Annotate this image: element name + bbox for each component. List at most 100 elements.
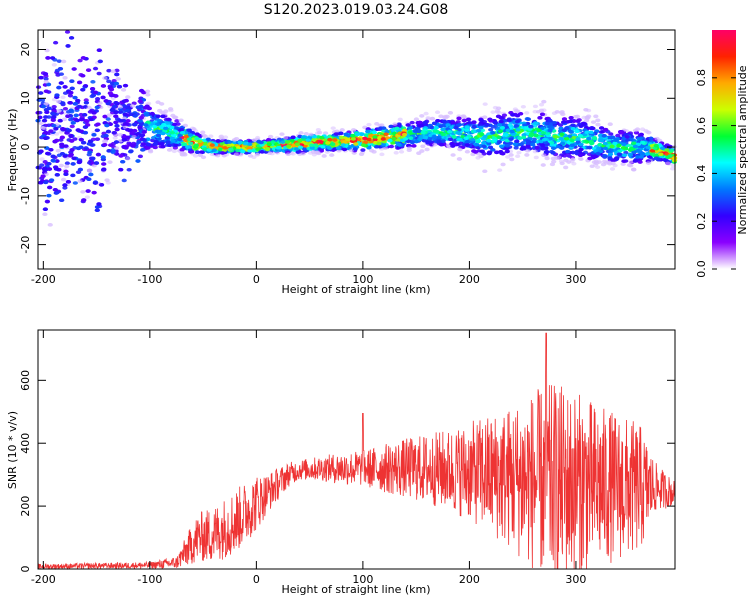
heatmap-cell	[541, 99, 547, 104]
heatmap-cell	[70, 173, 76, 178]
heatmap-cell	[62, 76, 68, 80]
heatmap-cell	[311, 134, 318, 139]
heatmap-cell	[70, 162, 76, 166]
heatmap-cell	[432, 129, 438, 133]
heatmap-cell	[48, 129, 54, 133]
heatmap-cell	[558, 123, 564, 127]
heatmap-cell	[329, 153, 335, 157]
heatmap-cell	[549, 162, 556, 167]
heatmap-cell	[68, 90, 74, 95]
heatmap-cell	[504, 149, 510, 154]
heatmap-cell	[125, 119, 131, 123]
heatmap-cell	[593, 159, 599, 164]
heatmap-cell	[577, 134, 584, 138]
heatmap-cell	[114, 146, 120, 150]
heatmap-cell	[104, 123, 110, 128]
heatmap-cell	[130, 143, 136, 148]
heatmap-cell	[608, 132, 614, 136]
heatmap-cell	[379, 123, 385, 127]
heatmap-cell	[486, 139, 492, 143]
heatmap-cell	[80, 190, 86, 194]
heatmap-cell	[499, 125, 506, 130]
heatmap-cell	[540, 143, 546, 148]
heatmap-cell	[41, 167, 48, 172]
heatmap-cell	[670, 163, 676, 168]
heatmap-cell	[603, 127, 609, 132]
spectrogram-cells	[35, 30, 678, 227]
heatmap-cell	[339, 128, 345, 132]
heatmap-cell	[330, 126, 336, 130]
heatmap-cell	[461, 114, 467, 118]
heatmap-cell	[614, 156, 620, 160]
heatmap-cell	[82, 125, 89, 129]
heatmap-cell	[564, 126, 570, 130]
heatmap-cell	[388, 144, 395, 149]
heatmap-cell	[440, 139, 446, 144]
heatmap-cell	[649, 152, 655, 157]
heatmap-cell	[310, 150, 316, 154]
heatmap-cell	[450, 153, 456, 157]
heatmap-cell	[506, 118, 512, 122]
heatmap-cell	[418, 123, 425, 128]
heatmap-cell	[59, 142, 65, 147]
heatmap-cell	[50, 118, 56, 122]
heatmap-cell	[586, 114, 592, 119]
heatmap-cell	[578, 124, 584, 128]
figure-title: S120.2023.019.03.24.G08	[264, 2, 449, 18]
heatmap-cell	[615, 133, 621, 138]
heatmap-cell	[65, 114, 71, 118]
heatmap-cell	[139, 88, 145, 93]
heatmap-cell	[132, 114, 138, 118]
heatmap-cell	[191, 127, 197, 131]
heatmap-cell	[83, 98, 89, 102]
heatmap-cell	[103, 133, 109, 138]
heatmap-cell	[141, 138, 147, 142]
heatmap-cell	[482, 169, 488, 174]
heatmap-cell	[496, 135, 502, 140]
heatmap-cell	[402, 128, 408, 133]
heatmap-cell	[38, 121, 44, 125]
heatmap-cell	[284, 140, 291, 144]
heatmap-cell	[48, 147, 54, 152]
heatmap-cell	[381, 139, 387, 144]
heatmap-cell	[75, 98, 81, 103]
heatmap-cell	[405, 123, 411, 127]
heatmap-cell	[436, 139, 442, 144]
heatmap-cell	[635, 148, 641, 153]
heatmap-cell	[498, 119, 504, 124]
heatmap-cell	[82, 130, 89, 135]
heatmap-cell	[68, 152, 74, 157]
heatmap-cell	[514, 113, 521, 118]
heatmap-cell	[409, 120, 415, 125]
heatmap-cell	[409, 140, 415, 145]
heatmap-cell	[290, 152, 296, 156]
heatmap-cell	[481, 141, 487, 145]
heatmap-cell	[121, 138, 127, 142]
heatmap-cell	[353, 142, 359, 146]
heatmap-cell	[550, 151, 556, 155]
heatmap-cell	[422, 120, 428, 125]
heatmap-cell	[91, 190, 97, 195]
heatmap-cell	[645, 161, 652, 165]
heatmap-cell	[552, 134, 558, 139]
heatmap-cell	[101, 139, 108, 144]
heatmap-cell	[93, 161, 100, 165]
heatmap-cell	[540, 163, 546, 167]
heatmap-cell	[44, 110, 50, 115]
heatmap-cell	[471, 125, 477, 129]
heatmap-cell	[387, 138, 393, 143]
heatmap-cell	[49, 178, 55, 182]
heatmap-cell	[46, 167, 53, 171]
heatmap-cell	[393, 150, 399, 155]
heatmap-cell	[669, 166, 676, 171]
heatmap-cell	[68, 133, 74, 138]
heatmap-cell	[429, 116, 436, 121]
heatmap-cell	[43, 115, 49, 119]
heatmap-cell	[502, 136, 508, 140]
heatmap-cell	[301, 146, 308, 151]
heatmap-cell	[51, 123, 57, 128]
heatmap-cell	[599, 126, 605, 130]
heatmap-cell	[416, 151, 422, 155]
heatmap-cell	[513, 146, 519, 150]
heatmap-cell	[61, 117, 68, 122]
